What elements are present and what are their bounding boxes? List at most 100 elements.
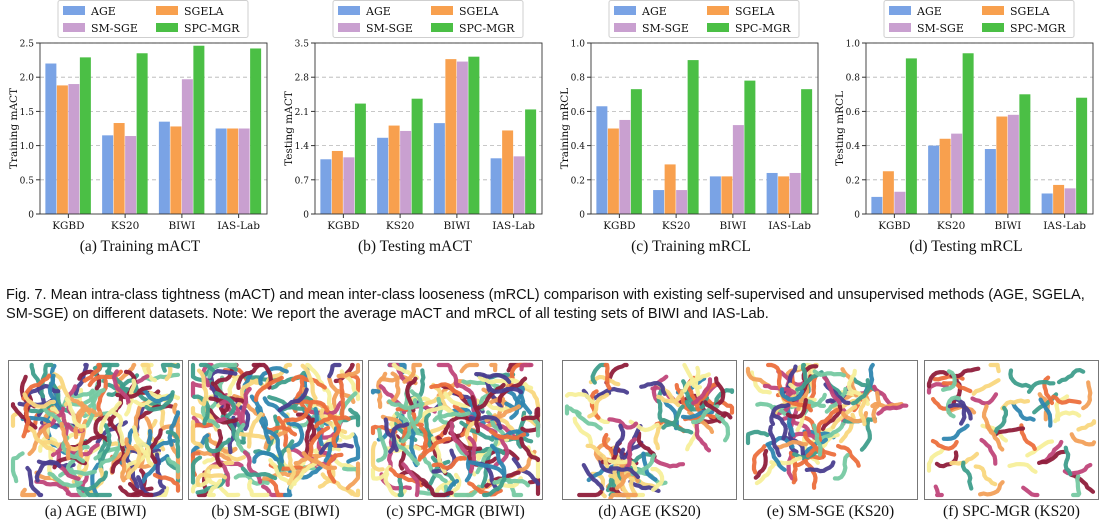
tsne-trail (85, 389, 97, 428)
y-tick-label: 1.4 (295, 142, 310, 152)
tsne-trail (111, 369, 131, 404)
x-tick-label: KGBD (327, 220, 359, 232)
tsne-trail (431, 455, 467, 470)
tsne-trail (783, 404, 796, 438)
tsne-trail (387, 399, 425, 410)
bar (871, 196, 883, 214)
bar (778, 176, 790, 214)
tsne-trail (871, 390, 881, 424)
bar (490, 158, 502, 214)
bar (513, 156, 525, 214)
tsne-trail (511, 457, 541, 486)
bar (354, 103, 366, 214)
tsne-plot (10, 362, 181, 498)
tsne-trail (585, 443, 610, 469)
tsne-trail (858, 393, 867, 427)
bar (227, 128, 239, 214)
tsne-trail (751, 444, 767, 475)
tsne-trail (40, 362, 54, 386)
legend-box (57, 0, 249, 38)
bar (630, 89, 642, 214)
tsne-trail (663, 399, 679, 431)
tsne-trail (803, 458, 818, 490)
tsne-trail (391, 422, 410, 453)
tsne-trail (64, 397, 87, 429)
bar (68, 84, 80, 214)
tsne-panel-age-biwi (8, 360, 183, 500)
tsne-trail (836, 443, 861, 468)
bar (653, 190, 665, 214)
y-tick-label: 0.8 (571, 74, 586, 84)
tsne-trail (694, 422, 712, 453)
tsne-trail (165, 430, 181, 459)
tsne-trail (232, 431, 272, 440)
tsne-trail (206, 477, 241, 498)
bar (125, 136, 137, 214)
tsne-trail (978, 480, 1005, 497)
tsne-trail (1007, 462, 1038, 474)
tsne-trail (652, 457, 686, 469)
legend-swatch (889, 23, 911, 32)
bar (377, 137, 389, 214)
tsne-trail (141, 372, 181, 382)
tsne-trail (190, 381, 205, 398)
tsne-trail (1056, 368, 1086, 385)
tsne-trail (348, 407, 361, 428)
tsne-trail (816, 421, 846, 442)
tsne-trail (140, 454, 170, 484)
tsne-trail (253, 375, 284, 403)
bar (951, 133, 963, 214)
tsne-trail (590, 362, 608, 385)
legend-box (608, 0, 800, 38)
tsne-trail (126, 444, 142, 480)
tsne-trail (1071, 473, 1082, 498)
tsne-trail (207, 369, 238, 387)
tsne-plot (745, 362, 909, 490)
tsne-trail (971, 378, 1001, 396)
tsne-trail (1051, 394, 1082, 405)
legend-label: SGELA (459, 5, 500, 18)
tsne-trail (876, 403, 909, 416)
y-tick-label: 0 (854, 211, 860, 221)
tsne-trail (401, 462, 420, 498)
tsne-trail (470, 395, 481, 434)
tsne-trail (20, 487, 37, 498)
tsne-trail (973, 464, 998, 487)
bar (984, 149, 996, 214)
tsne-trail (693, 365, 702, 400)
x-tick-label: IAS-Lab (492, 220, 535, 232)
tsne-trail (327, 362, 342, 379)
bar (113, 123, 125, 214)
tsne-trail (236, 362, 262, 390)
subcaption-testing-mact: (b) Testing mACT (357, 238, 472, 255)
tsne-trail (949, 366, 981, 379)
tsne-trail (816, 407, 840, 434)
tsne-trail (252, 450, 284, 465)
tsne-trail (198, 362, 215, 373)
tsne-panel-age-ks20 (562, 360, 737, 500)
x-tick-label: KGBD (878, 220, 910, 232)
tsne-trail (926, 447, 946, 473)
legend-swatch (156, 23, 178, 32)
tsne-trail (370, 464, 392, 481)
x-tick-label: IAS-Lab (768, 220, 811, 232)
tsne-trail (203, 460, 235, 481)
y-tick-label: 0.2 (846, 176, 860, 186)
x-tick-label: IAS-Lab (217, 220, 260, 232)
tsne-trail (288, 421, 305, 450)
chart-svg: AGE SGELA SM-SGE SPC-MGR 0 0.2 0.4 0.6 0.8 1.0 Tes… (834, 0, 1094, 232)
bar (400, 130, 412, 214)
bar (1007, 114, 1019, 214)
tsne-trail (234, 422, 251, 457)
tsne-trail (21, 373, 52, 401)
tsne-trail (219, 399, 245, 427)
tsne-trail (581, 463, 605, 491)
x-tick-label: BIWI (443, 220, 470, 232)
tsne-panel-spcmgr-biwi (368, 360, 543, 500)
tsne-trail (993, 405, 1008, 435)
tsne-trail (564, 392, 595, 405)
tsne-trail (926, 370, 949, 389)
tsne-trail (190, 419, 204, 449)
tsne-trail (34, 459, 62, 483)
tsne-trail (73, 401, 85, 440)
